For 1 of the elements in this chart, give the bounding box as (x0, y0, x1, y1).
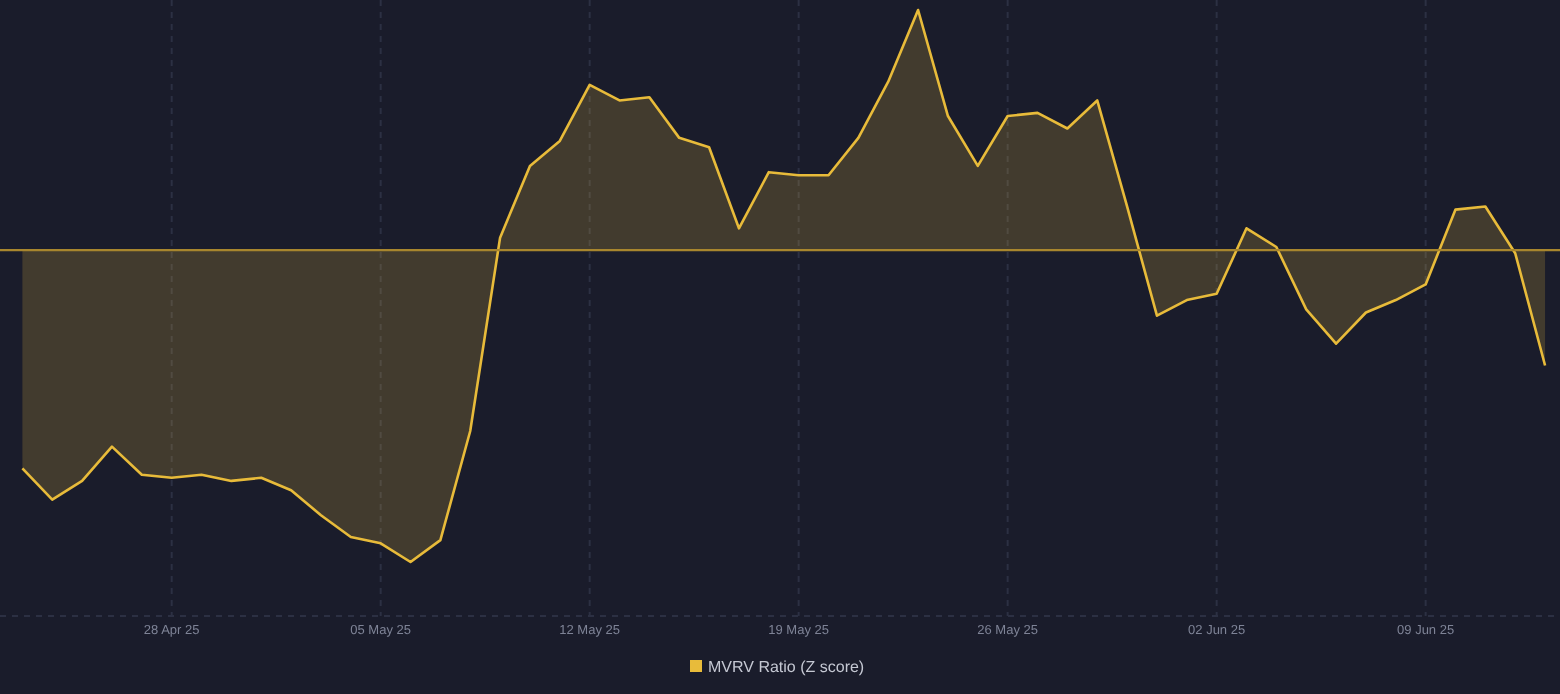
legend-label: MVRV Ratio (Z score) (708, 658, 865, 676)
